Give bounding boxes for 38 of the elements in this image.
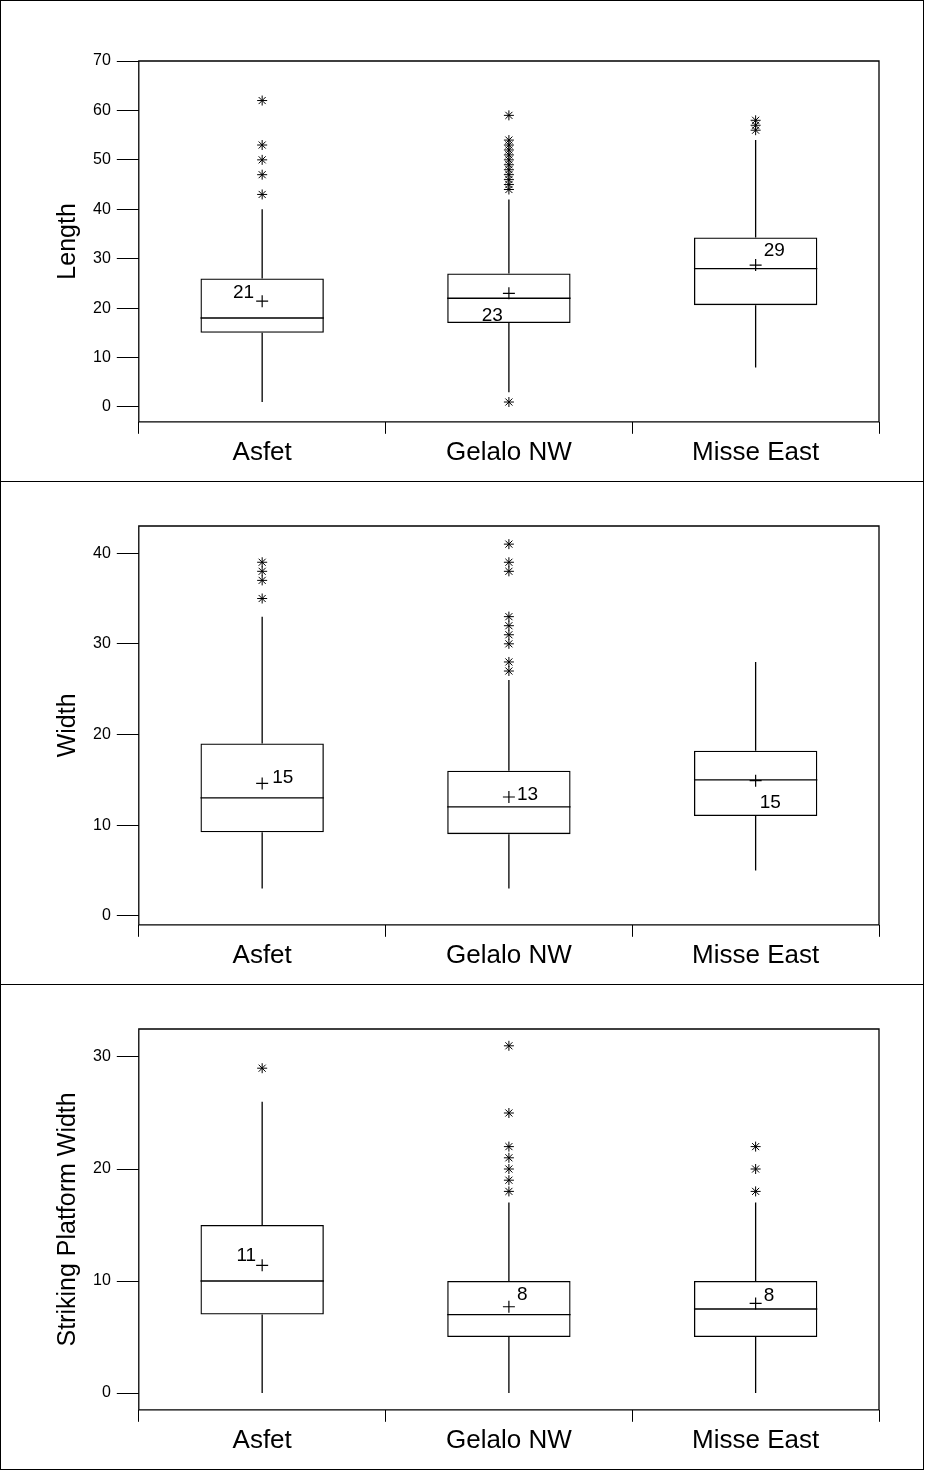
y-tick-label: 0 (101, 397, 111, 415)
y-tick-label: 50 (93, 150, 111, 168)
x-tick-label: Asfet (232, 1423, 293, 1454)
y-tick-label: 30 (93, 634, 111, 652)
y-tick-label: 30 (93, 249, 111, 267)
x-tick-label: Asfet (232, 938, 293, 969)
y-tick-label: 0 (101, 1383, 111, 1401)
y-tick-label: 30 (93, 1047, 111, 1065)
x-tick-label: Gelalo NW (446, 938, 573, 969)
x-tick-label: Gelalo NW (446, 1423, 573, 1454)
annotation: 29 (763, 239, 785, 261)
annotation: 11 (236, 1243, 257, 1265)
x-tick-label: Asfet (232, 435, 293, 466)
y-tick-label: 40 (93, 199, 111, 217)
annotation: 15 (272, 765, 294, 787)
y-tick-label: 10 (93, 1271, 111, 1289)
annotation: 13 (516, 783, 539, 805)
annotation: 8 (516, 1282, 528, 1304)
y-axis-title: Striking Platform Width (51, 1092, 80, 1347)
x-tick-label: Gelalo NW (446, 435, 573, 466)
annotation: 15 (759, 790, 781, 812)
y-tick-label: 10 (93, 815, 111, 833)
y-tick-label: 20 (93, 298, 111, 316)
y-tick-label: 20 (93, 1159, 111, 1177)
x-tick-label: Misse East (692, 938, 820, 969)
annotation: 23 (481, 303, 503, 325)
annotation: 21 (233, 281, 255, 303)
y-axis-title: Width (51, 693, 80, 758)
y-tick-label: 70 (93, 51, 111, 69)
y-axis-title: Length (51, 203, 80, 280)
y-tick-label: 10 (93, 347, 111, 365)
x-tick-label: Misse East (692, 1423, 820, 1454)
annotation: 8 (763, 1283, 775, 1305)
x-tick-label: Misse East (692, 435, 820, 466)
y-tick-label: 60 (93, 100, 111, 118)
y-tick-label: 40 (93, 543, 111, 561)
y-tick-label: 20 (93, 724, 111, 742)
y-tick-label: 0 (101, 906, 111, 924)
